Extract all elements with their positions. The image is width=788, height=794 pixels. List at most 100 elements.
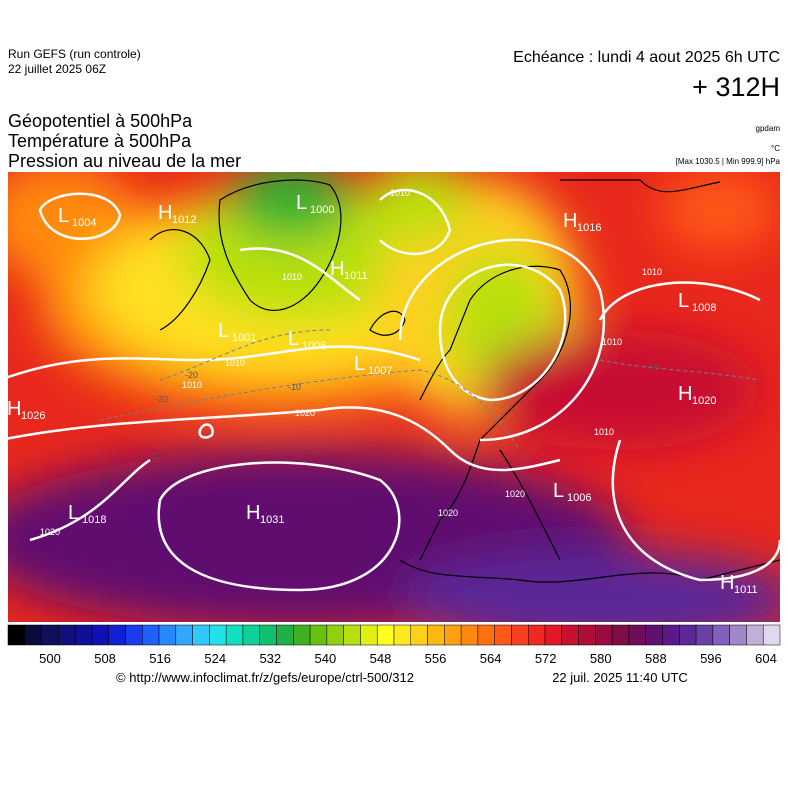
color-swatch (209, 624, 227, 646)
color-swatch (762, 624, 781, 646)
colorbar-label: 532 (259, 651, 281, 666)
lead: + 312H (692, 72, 780, 102)
isobar-label: 1010 (225, 358, 245, 368)
footer-url: © http://www.infoclimat.fr/z/gefs/europe… (116, 670, 414, 685)
center-letter: H (246, 502, 260, 524)
title: Pression au niveau de la mer (8, 151, 241, 171)
center-value: 1026 (21, 410, 45, 422)
color-swatch (91, 624, 109, 646)
color-swatch (410, 624, 428, 646)
temp-label: -20 (185, 370, 198, 380)
color-swatch (528, 624, 546, 646)
temp-label: -10 (646, 362, 659, 372)
temp-label: -10 (148, 451, 161, 461)
color-swatch (293, 624, 311, 646)
center-value: 1004 (72, 217, 96, 229)
temp-label: -20 (155, 394, 168, 404)
color-swatch (494, 624, 512, 646)
color-swatch (58, 624, 76, 646)
center-value: 1011 (734, 584, 758, 596)
color-swatch (679, 624, 697, 646)
center-value: 1006 (302, 340, 326, 352)
center-value: 1001 (232, 332, 256, 344)
colorbar-label: 596 (700, 651, 722, 666)
center-letter: L (296, 192, 307, 214)
unit: [Max 1030.5 | Min 999.9] hPa (676, 157, 781, 166)
colorbar-label: 548 (370, 651, 392, 666)
color-swatch (393, 624, 412, 646)
isobar-label: 1010 (182, 380, 202, 390)
color-swatch (444, 624, 462, 646)
unit: gpdam (756, 124, 781, 133)
colorbar-label: 524 (204, 651, 226, 666)
color-swatch (628, 624, 646, 646)
center-letter: L (553, 480, 564, 502)
isobar-label: 1020 (505, 489, 525, 499)
color-swatch (41, 624, 59, 646)
center-value: 1031 (260, 514, 284, 526)
colorbar-label: 572 (535, 651, 557, 666)
color-swatch (729, 624, 747, 646)
unit: °C (771, 144, 780, 153)
coastlines (149, 179, 780, 583)
isotherms (99, 329, 761, 451)
color-swatch (662, 624, 680, 646)
center-value: 1018 (82, 514, 106, 526)
colorbar-label: 580 (590, 651, 612, 666)
center-value: 1012 (172, 214, 196, 226)
isobar-label: 1010 (594, 427, 614, 437)
color-swatch (360, 624, 378, 646)
isobar-label: 1010 (602, 337, 622, 347)
color-swatch (746, 624, 764, 646)
color-swatch (259, 624, 277, 646)
center-letter: L (354, 353, 365, 375)
center-letter: L (218, 320, 229, 342)
color-swatch (544, 624, 563, 646)
colorbar-label: 508 (94, 651, 116, 666)
footer-time: 22 juil. 2025 11:40 UTC (552, 670, 688, 685)
center-value: 1016 (577, 222, 601, 234)
color-swatch (225, 624, 244, 646)
title: Géopotentiel à 500hPa (8, 111, 193, 131)
center-letter: H (563, 210, 577, 232)
colorbar-label: 540 (315, 651, 337, 666)
colorbar-label: 588 (645, 651, 667, 666)
center-value: 1008 (692, 302, 716, 314)
colorbar-label: 604 (755, 651, 777, 666)
title: Température à 500hPa (8, 131, 192, 151)
isobar-label: 1020 (295, 408, 315, 418)
isobars (8, 188, 780, 592)
isobar-label: 1020 (40, 527, 60, 537)
center-letter: L (288, 328, 299, 350)
color-swatch (276, 624, 294, 646)
color-swatch (645, 624, 663, 646)
color-swatch (695, 624, 714, 646)
center-value: 1007 (368, 365, 392, 377)
colorbar-label: 500 (39, 651, 61, 666)
center-letter: L (678, 290, 689, 312)
color-swatch (595, 624, 613, 646)
color-swatch (175, 624, 193, 646)
color-swatch (511, 624, 529, 646)
center-letter: H (158, 202, 172, 224)
color-swatch (578, 624, 596, 646)
colorbar-label: 556 (425, 651, 447, 666)
color-swatch (326, 624, 344, 646)
color-swatch (343, 624, 361, 646)
run-date: 22 juillet 2025 06Z (8, 62, 106, 76)
color-swatch (712, 624, 730, 646)
color-swatch (427, 624, 445, 646)
color-swatch (242, 624, 260, 646)
color-swatch (74, 624, 93, 646)
center-letter: H (720, 572, 734, 594)
isobar-label: 1010 (642, 267, 662, 277)
temp-label: -10 (288, 382, 301, 392)
color-swatch (7, 624, 26, 646)
color-swatch (125, 624, 143, 646)
color-swatch (192, 624, 210, 646)
center-letter: H (330, 258, 344, 280)
color-swatch (460, 624, 479, 646)
color-swatch (561, 624, 579, 646)
colorbar-label: 516 (149, 651, 171, 666)
